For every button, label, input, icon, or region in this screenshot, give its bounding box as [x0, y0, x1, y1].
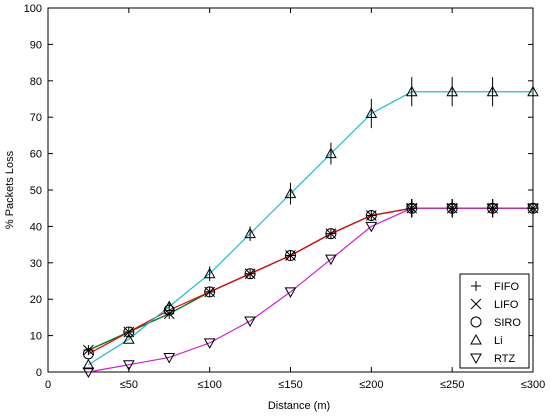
legend-label-li: Li	[494, 335, 503, 347]
x-tick-label: ≤300	[521, 379, 545, 391]
data-point-siro	[204, 286, 216, 298]
x-tick-label: 0	[45, 379, 51, 391]
legend-label-lifo: LIFO	[494, 299, 519, 311]
data-point-rtz	[284, 287, 297, 298]
data-point-siro	[123, 326, 135, 338]
data-point-li	[203, 267, 216, 279]
legend-label-rtz: RTZ	[494, 353, 515, 365]
y-tick-label: 80	[30, 76, 42, 88]
data-point-li	[163, 300, 176, 311]
x-tick-label: ≤150	[278, 379, 302, 391]
series-line-rtz	[88, 207, 533, 373]
y-tick-label: 70	[30, 112, 42, 124]
legend-marker-rtz	[470, 353, 482, 365]
data-point-rtz	[325, 254, 337, 266]
data-point-li	[122, 333, 135, 344]
y-tick-label: 60	[30, 149, 42, 161]
data-point-siro	[325, 228, 337, 240]
data-point-rtz	[163, 352, 176, 364]
data-point-siro	[244, 268, 256, 280]
x-tick-label: ≤200	[359, 379, 383, 391]
data-point-li	[527, 85, 539, 97]
data-point-li	[486, 85, 499, 97]
x-tick-label: ≤250	[440, 379, 464, 391]
data-point-rtz	[527, 203, 539, 215]
data-point-li	[325, 147, 337, 159]
data-point-rtz	[486, 203, 499, 215]
y-tick-label: 10	[30, 331, 42, 343]
legend-marker-li	[470, 333, 482, 345]
y-tick-label: 30	[30, 258, 42, 270]
data-point-li	[405, 85, 418, 97]
y-tick-label: 0	[36, 367, 42, 379]
data-point-lifo	[83, 344, 94, 356]
data-point-rtz	[446, 203, 459, 215]
data-point-rtz	[82, 367, 95, 379]
legend-marker-lifo	[470, 298, 482, 310]
y-axis-label: % Packets Loss	[4, 150, 16, 229]
data-point-rtz	[203, 338, 216, 349]
data-point-li	[82, 358, 95, 370]
data-point-siro	[285, 250, 296, 262]
x-tick-label: ≤100	[197, 379, 221, 391]
legend-label-siro: SIRO	[494, 317, 521, 329]
y-tick-label: 50	[30, 185, 42, 197]
x-tick-label: ≤50	[120, 379, 138, 391]
series-line-li	[88, 91, 533, 366]
x-axis-label: Distance (m)	[268, 400, 330, 412]
data-point-li	[244, 227, 256, 239]
data-point-rtz	[122, 360, 135, 371]
legend-marker-siro	[470, 316, 482, 328]
data-point-siro	[365, 209, 377, 221]
data-point-rtz	[365, 221, 378, 233]
legend-marker-fifo	[471, 281, 481, 291]
y-tick-label: 90	[30, 39, 42, 51]
data-point-li	[284, 187, 297, 199]
y-tick-label: 20	[30, 294, 42, 306]
data-point-rtz	[405, 203, 418, 215]
data-point-li	[446, 85, 459, 97]
y-tick-label: 40	[30, 221, 42, 233]
data-point-li	[365, 107, 378, 119]
legend-label-fifo: FIFO	[494, 281, 519, 293]
y-tick-label: 100	[24, 3, 42, 15]
data-point-rtz	[244, 316, 256, 328]
